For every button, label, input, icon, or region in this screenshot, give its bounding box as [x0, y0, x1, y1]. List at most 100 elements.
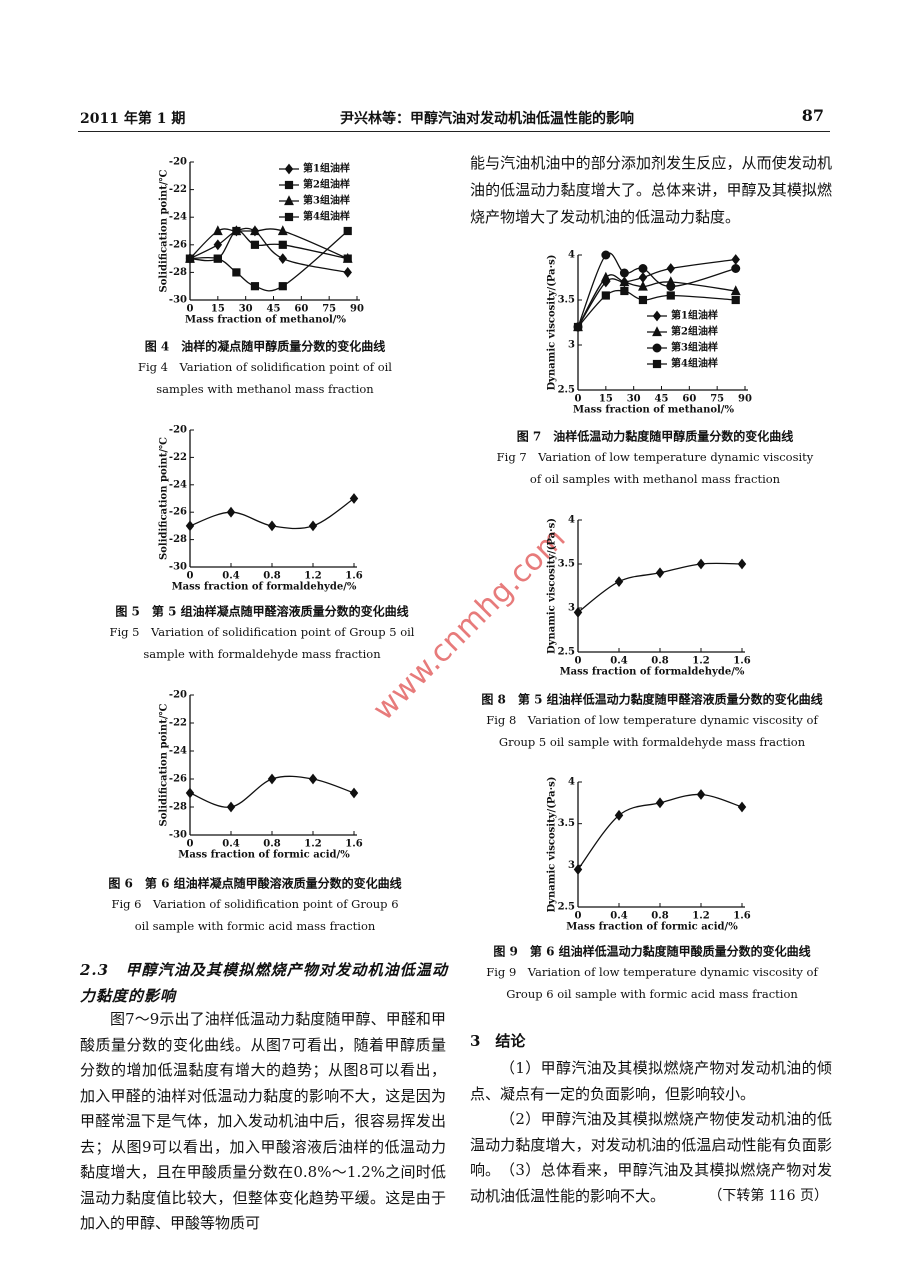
marker: [343, 226, 352, 236]
x-tick-label: 0.4: [222, 571, 239, 582]
marker: [277, 225, 288, 236]
x-tick-label: 0.8: [651, 656, 668, 667]
x-tick-label: 60: [682, 394, 696, 405]
y-axis-label: Solidification point/℃: [159, 704, 170, 827]
caption-en: Fig 4 Variation of solidification point …: [138, 360, 392, 374]
legend-marker: [284, 212, 294, 222]
paragraph: 图7～9示出了油样低温动力黏度随甲醇、甲醛和甲酸质量分数的变化曲线。从图7可看出…: [80, 1010, 446, 1232]
y-tick-label: -20: [169, 690, 187, 701]
marker: [308, 520, 318, 532]
marker: [600, 271, 611, 282]
legend-label: 第1组油样: [303, 162, 350, 175]
marker: [601, 250, 611, 260]
x-tick-label: 1.2: [304, 839, 321, 850]
y-axis-label: Dynamic viscosity/(Pa·s): [547, 518, 558, 654]
x-tick-label: 0.8: [263, 839, 280, 850]
series-line: [189, 230, 349, 292]
series-line: [577, 252, 736, 328]
y-tick-label: -22: [169, 184, 187, 195]
legend-label: 第2组油样: [671, 325, 718, 338]
marker: [573, 864, 583, 875]
y-tick-label: -24: [169, 746, 187, 757]
caption-en: Group 5 oil sample with formaldehyde mas…: [499, 735, 806, 749]
caption-cn: 图 6 第 6 组油样凝点随甲酸溶液质量分数的变化曲线: [108, 876, 401, 891]
y-tick-label: -24: [169, 479, 187, 490]
caption-en: oil sample with formic acid mass fractio…: [135, 919, 376, 933]
y-tick-label: 3: [568, 860, 575, 871]
marker: [267, 520, 277, 532]
caption-cn: 图 7 油样低温动力黏度随甲醇质量分数的变化曲线: [517, 429, 794, 444]
marker: [730, 285, 741, 296]
y-axis-label: Dynamic viscosity/(Pa·s): [547, 255, 558, 391]
marker: [573, 322, 583, 332]
paragraph: 能与汽油机油中的部分添加剂发生反应，从而使发动机油的低温动力黏度增大了。总体来讲…: [470, 154, 832, 226]
marker: [638, 280, 648, 291]
x-tick-label: 0: [575, 656, 582, 667]
caption-en: samples with methanol mass fraction: [156, 382, 374, 396]
y-tick-label: -30: [169, 830, 187, 841]
x-tick-label: 15: [211, 304, 225, 315]
marker: [666, 291, 675, 300]
marker: [342, 252, 353, 263]
x-tick-label: 0.4: [222, 839, 239, 850]
marker: [212, 225, 223, 236]
x-tick-label: 45: [267, 304, 281, 315]
y-tick-label: -24: [169, 212, 187, 223]
x-tick-label: 0.4: [610, 656, 627, 667]
marker: [696, 558, 706, 570]
marker: [278, 253, 288, 265]
caption-cn: 图 9 第 6 组油样低温动力黏度随甲酸质量分数的变化曲线: [493, 944, 810, 959]
y-tick-label: 2.5: [558, 647, 575, 658]
x-tick-label: 1.6: [733, 911, 750, 922]
legend-label: 第1组油样: [671, 309, 718, 322]
marker: [213, 254, 222, 263]
x-tick-label: 90: [738, 394, 752, 405]
x-tick-label: 15: [599, 394, 613, 405]
marker: [731, 264, 741, 273]
footnote: （下转第 116 页）: [708, 1188, 828, 1204]
x-tick-label: 30: [239, 304, 253, 315]
marker: [620, 286, 629, 296]
x-tick-label: 75: [710, 394, 724, 405]
marker: [278, 240, 287, 249]
caption-en: Group 6 oil sample with formic acid mass…: [506, 987, 798, 1001]
y-tick-label: 4: [568, 515, 575, 526]
series-line: [189, 228, 348, 260]
x-tick-label: 0: [575, 394, 582, 405]
x-tick-label: 75: [322, 304, 336, 315]
marker: [250, 282, 260, 291]
x-axis-label: Mass fraction of methanol/%: [573, 405, 734, 416]
marker: [655, 567, 665, 579]
section-heading: 2.3 甲醇汽油及其模拟燃烧产物对发动机油低温动力黏度的影响: [80, 961, 448, 1005]
marker: [278, 282, 287, 291]
y-tick-label: 3: [568, 603, 575, 614]
legend-marker: [284, 180, 294, 190]
y-axis-label: Solidification point/℃: [159, 170, 170, 293]
marker: [737, 801, 747, 813]
caption-en: Fig 5 Variation of solidification point …: [110, 625, 415, 639]
marker: [267, 773, 277, 785]
y-tick-label: 3.5: [558, 559, 575, 570]
legend-label: 第2组油样: [303, 178, 350, 191]
marker: [619, 276, 630, 287]
header-page: 87: [801, 106, 824, 125]
legend-label: 第3组油样: [671, 341, 718, 354]
legend-label: 第4组油样: [671, 357, 718, 370]
x-tick-label: 45: [655, 394, 669, 405]
x-tick-label: 0: [187, 571, 194, 582]
x-tick-label: 60: [294, 304, 308, 315]
marker: [655, 797, 665, 809]
marker: [638, 272, 648, 283]
marker: [731, 295, 740, 305]
caption-cn: 图 4 油样的凝点随甲醇质量分数的变化曲线: [145, 339, 386, 354]
caption-en: Fig 8 Variation of low temperature dynam…: [486, 713, 818, 727]
marker: [614, 809, 624, 821]
marker: [185, 254, 195, 263]
marker: [666, 282, 676, 291]
marker: [213, 239, 223, 251]
y-tick-label: -26: [169, 507, 187, 518]
marker: [250, 240, 260, 249]
y-axis-label: Solidification point/℃: [159, 437, 170, 560]
list-item: （3）总体看来，甲醇汽油及其模拟燃烧产物对发动机油低温性能的影响不大。: [470, 1161, 832, 1205]
